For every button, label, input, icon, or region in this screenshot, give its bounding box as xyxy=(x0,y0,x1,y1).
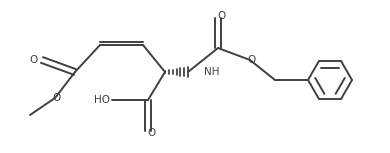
Text: O: O xyxy=(247,55,255,65)
Text: O: O xyxy=(52,93,60,103)
Text: NH: NH xyxy=(204,67,220,77)
Text: O: O xyxy=(217,11,225,21)
Text: O: O xyxy=(147,128,155,138)
Text: HO: HO xyxy=(94,95,110,105)
Text: O: O xyxy=(30,55,38,65)
